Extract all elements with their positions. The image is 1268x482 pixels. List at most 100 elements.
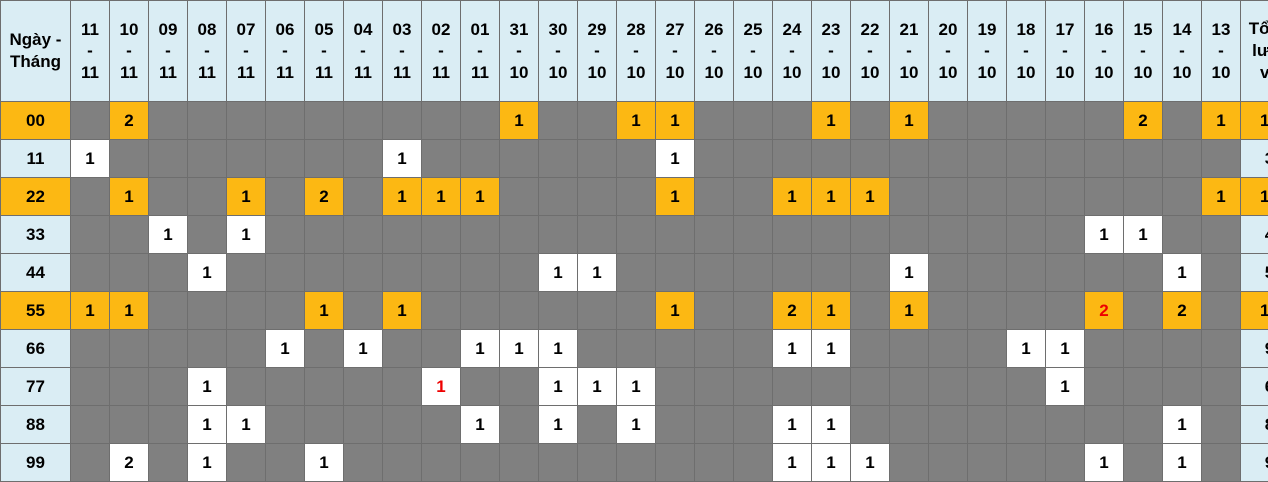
data-cell[interactable]: 1 xyxy=(188,368,227,406)
data-cell[interactable] xyxy=(266,178,305,216)
data-cell[interactable] xyxy=(1046,254,1085,292)
data-cell[interactable] xyxy=(539,216,578,254)
row-label-cell[interactable]: 00 xyxy=(1,102,71,140)
data-cell[interactable] xyxy=(617,178,656,216)
data-cell[interactable] xyxy=(773,368,812,406)
data-cell[interactable] xyxy=(617,292,656,330)
data-cell[interactable]: 1 xyxy=(422,178,461,216)
data-cell[interactable] xyxy=(773,216,812,254)
data-cell[interactable] xyxy=(1124,368,1163,406)
data-cell[interactable]: 1 xyxy=(617,406,656,444)
data-cell[interactable] xyxy=(890,406,929,444)
data-cell[interactable] xyxy=(656,254,695,292)
data-cell[interactable]: 1 xyxy=(71,292,110,330)
date-header-cell[interactable]: 28-10 xyxy=(617,1,656,102)
data-cell[interactable] xyxy=(1046,178,1085,216)
data-cell[interactable] xyxy=(1163,330,1202,368)
data-cell[interactable] xyxy=(71,216,110,254)
date-header-cell[interactable]: 14-10 xyxy=(1163,1,1202,102)
data-cell[interactable] xyxy=(695,178,734,216)
data-cell[interactable] xyxy=(422,254,461,292)
data-cell[interactable] xyxy=(227,292,266,330)
date-header-cell[interactable]: 23-10 xyxy=(812,1,851,102)
date-header-cell[interactable]: 11-11 xyxy=(71,1,110,102)
data-cell[interactable] xyxy=(227,444,266,482)
data-cell[interactable]: 1 xyxy=(461,406,500,444)
data-cell[interactable] xyxy=(890,368,929,406)
data-cell[interactable] xyxy=(1124,178,1163,216)
data-cell[interactable] xyxy=(422,330,461,368)
data-cell[interactable]: 1 xyxy=(1202,102,1241,140)
data-cell[interactable] xyxy=(578,216,617,254)
data-cell[interactable] xyxy=(188,330,227,368)
data-cell[interactable]: 1 xyxy=(149,216,188,254)
data-cell[interactable] xyxy=(929,406,968,444)
data-cell[interactable] xyxy=(695,216,734,254)
data-cell[interactable] xyxy=(227,140,266,178)
data-cell[interactable] xyxy=(695,444,734,482)
data-cell[interactable] xyxy=(344,368,383,406)
data-cell[interactable]: 1 xyxy=(344,330,383,368)
data-cell[interactable] xyxy=(500,292,539,330)
data-cell[interactable] xyxy=(656,216,695,254)
data-cell[interactable] xyxy=(266,254,305,292)
data-cell[interactable] xyxy=(929,254,968,292)
data-cell[interactable]: 1 xyxy=(812,178,851,216)
data-cell[interactable] xyxy=(695,368,734,406)
row-label-cell[interactable]: 33 xyxy=(1,216,71,254)
data-cell[interactable] xyxy=(578,330,617,368)
data-cell[interactable] xyxy=(695,406,734,444)
data-cell[interactable] xyxy=(734,254,773,292)
data-cell[interactable] xyxy=(812,216,851,254)
data-cell[interactable] xyxy=(71,330,110,368)
data-cell[interactable]: 2 xyxy=(773,292,812,330)
data-cell[interactable]: 1 xyxy=(812,102,851,140)
date-header-cell[interactable]: 29-10 xyxy=(578,1,617,102)
data-cell[interactable] xyxy=(344,292,383,330)
data-cell[interactable] xyxy=(851,140,890,178)
data-cell[interactable] xyxy=(578,140,617,178)
data-cell[interactable]: 1 xyxy=(266,330,305,368)
data-cell[interactable] xyxy=(1085,102,1124,140)
data-cell[interactable] xyxy=(1163,368,1202,406)
data-cell[interactable] xyxy=(1085,178,1124,216)
data-cell[interactable] xyxy=(617,216,656,254)
data-cell[interactable] xyxy=(500,444,539,482)
data-cell[interactable]: 1 xyxy=(1046,330,1085,368)
date-header-cell[interactable]: 26-10 xyxy=(695,1,734,102)
data-cell[interactable] xyxy=(695,140,734,178)
data-cell[interactable] xyxy=(71,444,110,482)
data-cell[interactable] xyxy=(695,102,734,140)
date-header-cell[interactable]: 18-10 xyxy=(1007,1,1046,102)
date-header-cell[interactable]: 25-10 xyxy=(734,1,773,102)
data-cell[interactable] xyxy=(500,216,539,254)
data-cell[interactable] xyxy=(383,102,422,140)
data-cell[interactable]: 1 xyxy=(1163,406,1202,444)
data-cell[interactable] xyxy=(305,368,344,406)
data-cell[interactable] xyxy=(188,216,227,254)
data-cell[interactable]: 1 xyxy=(773,406,812,444)
data-cell[interactable] xyxy=(383,216,422,254)
data-cell[interactable] xyxy=(1046,102,1085,140)
data-cell[interactable] xyxy=(929,216,968,254)
data-cell[interactable] xyxy=(1007,406,1046,444)
data-cell[interactable] xyxy=(890,178,929,216)
data-cell[interactable]: 1 xyxy=(851,444,890,482)
data-cell[interactable] xyxy=(110,406,149,444)
date-header-cell[interactable]: 27-10 xyxy=(656,1,695,102)
data-cell[interactable] xyxy=(851,216,890,254)
data-cell[interactable] xyxy=(344,140,383,178)
data-cell[interactable] xyxy=(1085,330,1124,368)
data-cell[interactable]: 1 xyxy=(188,406,227,444)
data-cell[interactable] xyxy=(149,254,188,292)
data-cell[interactable]: 1 xyxy=(656,102,695,140)
data-cell[interactable] xyxy=(617,330,656,368)
data-cell[interactable] xyxy=(968,406,1007,444)
data-cell[interactable] xyxy=(344,444,383,482)
data-cell[interactable] xyxy=(422,406,461,444)
data-cell[interactable] xyxy=(344,216,383,254)
data-cell[interactable] xyxy=(500,368,539,406)
data-cell[interactable] xyxy=(344,254,383,292)
data-cell[interactable]: 1 xyxy=(227,406,266,444)
data-cell[interactable] xyxy=(461,102,500,140)
